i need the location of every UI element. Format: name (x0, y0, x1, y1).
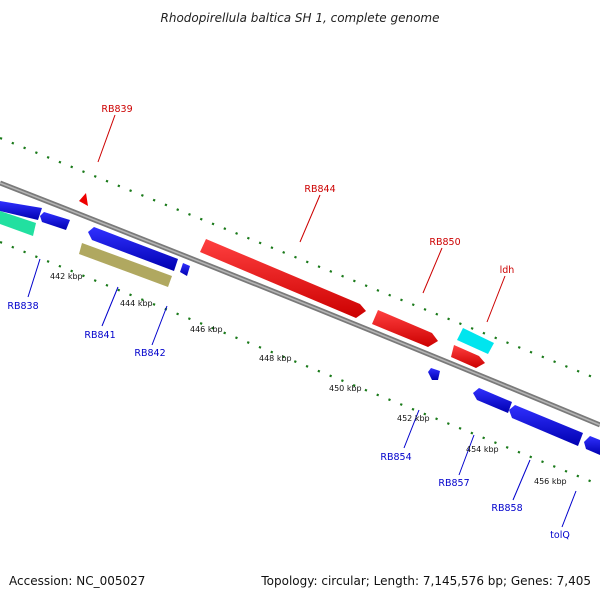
gene-RB857[interactable] (473, 388, 512, 413)
gene-ldh[interactable] (457, 328, 494, 354)
label-RB850: RB850 (429, 237, 460, 248)
pseudogene-feature[interactable] (79, 243, 172, 287)
gene-RB850[interactable] (372, 310, 438, 347)
reverse-genes (0, 201, 600, 455)
gene-tolQ[interactable] (584, 436, 600, 455)
tick-label-446: 446 kbp (190, 325, 223, 334)
gene-RB858[interactable] (509, 405, 583, 446)
label-ldh: ldh (500, 265, 515, 276)
ruler-labels: 442 kbp 444 kbp 446 kbp 448 kbp 450 kbp … (50, 272, 567, 486)
tick-label-450: 450 kbp (329, 384, 362, 393)
inner-tick-ring (0, 240, 600, 487)
map-title: Rhodopirellula baltica SH 1, complete ge… (161, 11, 440, 25)
gene-red-small[interactable] (451, 345, 485, 368)
gene-labels: RB839 RB844 RB850 ldh RB838 RB841 RB842 … (7, 104, 569, 541)
tick-label-442: 442 kbp (50, 272, 83, 281)
gene-RB838[interactable] (0, 201, 42, 220)
tick-label-456: 456 kbp (534, 477, 567, 486)
outer-tick-ring (0, 136, 600, 382)
gene-RB841[interactable] (88, 227, 178, 271)
other-features (0, 211, 172, 287)
label-RB842: RB842 (134, 348, 165, 359)
label-connectors (27, 114, 577, 528)
genome-backbone (0, 180, 600, 428)
label-RB839: RB839 (101, 104, 132, 115)
label-RB857: RB857 (438, 478, 469, 489)
accession-text: Accession: NC_005027 (9, 574, 145, 588)
tick-label-452: 452 kbp (397, 414, 430, 423)
gene-RB839[interactable] (79, 193, 88, 206)
tick-label-444: 444 kbp (120, 299, 153, 308)
gene-RB842[interactable] (180, 263, 190, 276)
gene-RB844[interactable] (200, 239, 366, 318)
label-tolQ: tolQ (550, 530, 570, 541)
summary-text: Topology: circular; Length: 7,145,576 bp… (260, 574, 591, 588)
label-RB841: RB841 (84, 330, 115, 341)
label-RB858: RB858 (491, 503, 522, 514)
tick-label-448: 448 kbp (259, 354, 292, 363)
gene-RB854[interactable] (428, 368, 440, 380)
tick-label-454: 454 kbp (466, 445, 499, 454)
label-RB854: RB854 (380, 452, 411, 463)
label-RB844: RB844 (304, 184, 335, 195)
rna-feature[interactable] (0, 211, 36, 236)
forward-genes (79, 193, 494, 368)
gene-RB838-2[interactable] (40, 212, 70, 230)
label-RB838: RB838 (7, 301, 38, 312)
